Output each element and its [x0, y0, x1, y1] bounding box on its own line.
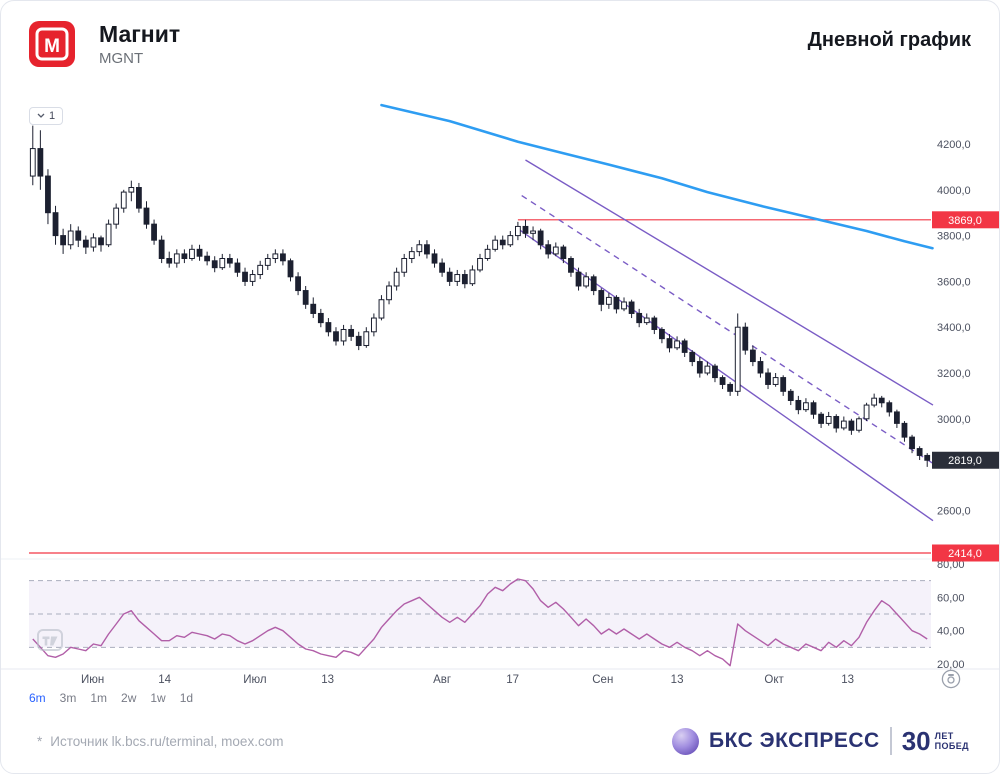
svg-text:80,00: 80,00 — [937, 559, 965, 571]
svg-text:Авг: Авг — [433, 674, 451, 686]
svg-text:М: М — [44, 36, 60, 57]
anniversary-caption: ЛЕТ ПОБЕД — [935, 731, 969, 752]
footer: * Источник lk.bcs.ru/terminal, moex.com Б… — [37, 727, 969, 755]
svg-text:4200,0: 4200,0 — [937, 139, 971, 151]
camera-icon — [941, 669, 961, 689]
header: М Магнит MGNT Дневной график — [29, 21, 971, 67]
timeframe-1w[interactable]: 1w — [150, 691, 166, 705]
svg-text:2414,0: 2414,0 — [948, 548, 982, 560]
svg-text:13: 13 — [321, 674, 334, 686]
bks-brand-name: БКС ЭКСПРЕСС — [709, 729, 880, 752]
svg-text:13: 13 — [671, 674, 684, 686]
svg-text:3000,0: 3000,0 — [937, 414, 971, 426]
legend-count: 1 — [49, 110, 56, 122]
svg-text:3800,0: 3800,0 — [937, 231, 971, 243]
svg-text:14: 14 — [158, 674, 171, 686]
svg-text:3869,0: 3869,0 — [948, 215, 982, 227]
timeframe-toolbar: 6m 3m 1m 2w 1w 1d — [29, 691, 193, 705]
anniversary-line-1: ЛЕТ — [934, 730, 954, 741]
svg-text:3200,0: 3200,0 — [937, 368, 971, 380]
svg-text:60,00: 60,00 — [937, 592, 965, 604]
anniversary-number: 30 — [901, 726, 931, 756]
logo-divider — [889, 727, 892, 755]
svg-text:17: 17 — [506, 674, 519, 686]
svg-text:3400,0: 3400,0 — [937, 322, 971, 334]
timeframe-6m[interactable]: 6m — [29, 691, 46, 705]
asterisk: * — [37, 733, 43, 749]
legend-collapse-button[interactable]: 1 — [29, 107, 64, 125]
timeframe-2w[interactable]: 2w — [121, 691, 137, 705]
timeframe-1d[interactable]: 1d — [179, 691, 194, 705]
svg-text:20,00: 20,00 — [937, 659, 965, 671]
svg-text:Окт: Окт — [764, 674, 784, 686]
source-text: Источник lk.bcs.ru/terminal, moex.com — [50, 733, 284, 749]
timeframe-1m[interactable]: 1m — [90, 691, 108, 705]
chart-period-title: Дневной график — [807, 29, 971, 51]
magnit-logo: М — [29, 21, 75, 67]
svg-text:Июн: Июн — [81, 674, 104, 686]
ticker-label: MGNT — [99, 50, 144, 68]
svg-text:4000,0: 4000,0 — [937, 185, 971, 197]
chevron-down-icon — [37, 113, 45, 118]
svg-text:3600,0: 3600,0 — [937, 276, 971, 288]
instrument-title: Магнит — [99, 21, 181, 47]
tradingview-logo[interactable] — [37, 629, 63, 656]
magnit-logo-icon: М — [29, 21, 75, 67]
camera-button[interactable] — [941, 669, 961, 692]
source-note: * Источник lk.bcs.ru/terminal, moex.com — [37, 734, 283, 749]
svg-text:13: 13 — [841, 674, 854, 686]
timeframe-3m[interactable]: 3m — [59, 691, 77, 705]
svg-text:40,00: 40,00 — [937, 626, 965, 638]
svg-text:Сен: Сен — [592, 674, 613, 686]
anniversary-line-2: ПОБЕД — [934, 741, 969, 751]
bks-express-logo: БКС ЭКСПРЕСС 30 ЛЕТ ПОБЕД — [672, 727, 969, 755]
svg-text:2819,0: 2819,0 — [948, 455, 982, 467]
svg-text:2600,0: 2600,0 — [937, 505, 971, 517]
bks-sphere-icon — [672, 727, 699, 755]
svg-text:Июл: Июл — [243, 674, 266, 686]
